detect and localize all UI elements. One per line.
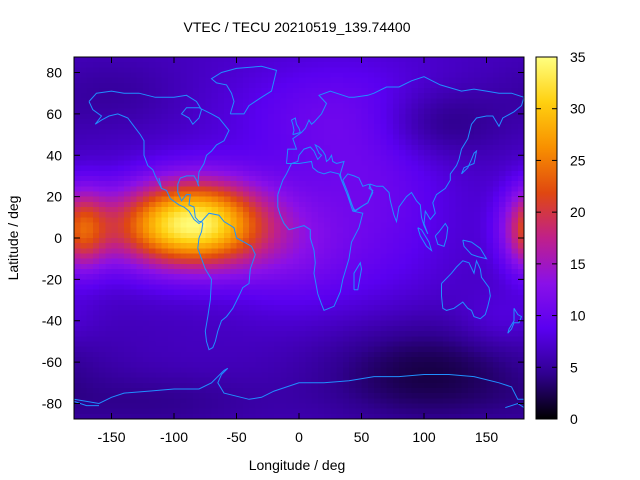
colorbar-tick-label: 5	[570, 359, 578, 375]
colorbar-tick-label: 30	[570, 101, 586, 117]
coastline-japan	[461, 149, 478, 175]
coastline-sea-ice-west	[73, 400, 99, 407]
y-tick-label: 0	[54, 230, 62, 246]
coastline-borneo	[434, 222, 449, 247]
coastline-uk	[290, 117, 301, 136]
y-tick-label: 60	[46, 106, 62, 122]
colorbar-tick-label: 25	[570, 152, 586, 168]
y-axis-label: Latitude / deg	[5, 196, 21, 281]
heatmap-plot: -150 -100 -50 0 50 100 150 -80 -60 -40 -20 0 20 40 60…	[42, 56, 525, 445]
colorbar-tick-label: 35	[570, 49, 586, 65]
y-tick-label: -80	[42, 395, 62, 411]
coastline-madagascar	[353, 261, 363, 291]
colorbar-tick-label: 15	[570, 256, 586, 272]
chart-title: VTEC / TECU 20210519_139.74400	[183, 19, 410, 35]
coastline-antarctica	[73, 367, 524, 405]
y-tick-label: -60	[42, 354, 62, 370]
x-tick-label: 150	[475, 429, 499, 445]
x-axis: -150 -100 -50 0 50 100 150	[97, 57, 498, 445]
coastline-new-zealand	[507, 308, 523, 334]
colorbar: 0 5 10 15 20 25 30 35	[535, 49, 586, 427]
coastline-new-guinea	[462, 239, 488, 260]
coastline-south-america	[197, 212, 256, 351]
x-tick-label: -50	[226, 429, 246, 445]
x-tick-label: 0	[295, 429, 303, 445]
x-tick-label: 50	[354, 429, 370, 445]
coastline-north-america	[88, 90, 230, 225]
y-tick-label: -40	[42, 313, 62, 329]
colorbar-gradient	[535, 56, 558, 420]
coastline-eurasia	[286, 76, 525, 235]
colorbar-tick-label: 0	[570, 411, 578, 427]
coastline-africa	[277, 160, 364, 312]
coastline-australia	[441, 259, 491, 320]
y-tick-label: 20	[46, 189, 62, 205]
coastline-overlay	[73, 65, 525, 409]
y-axis: -80 -60 -40 -20 0 20 40 60 80	[42, 65, 524, 411]
x-axis-label: Longitude / deg	[249, 457, 346, 473]
coastline-greenland	[210, 65, 278, 115]
coastline-sumatra	[417, 227, 433, 252]
colorbar-tick-label: 20	[570, 204, 586, 220]
x-tick-label: -100	[160, 429, 188, 445]
coastline-sea-ice-east	[505, 402, 525, 409]
coastline-arabia	[342, 173, 374, 212]
x-tick-label: -150	[97, 429, 125, 445]
colorbar-tick-label: 10	[570, 308, 586, 324]
heatmap-raster	[74, 57, 524, 419]
x-tick-label: 100	[412, 429, 436, 445]
colorbar-ticks: 0 5 10 15 20 25 30 35	[536, 49, 586, 427]
y-tick-label: -20	[42, 271, 62, 287]
y-tick-label: 80	[46, 65, 62, 81]
y-tick-label: 40	[46, 147, 62, 163]
